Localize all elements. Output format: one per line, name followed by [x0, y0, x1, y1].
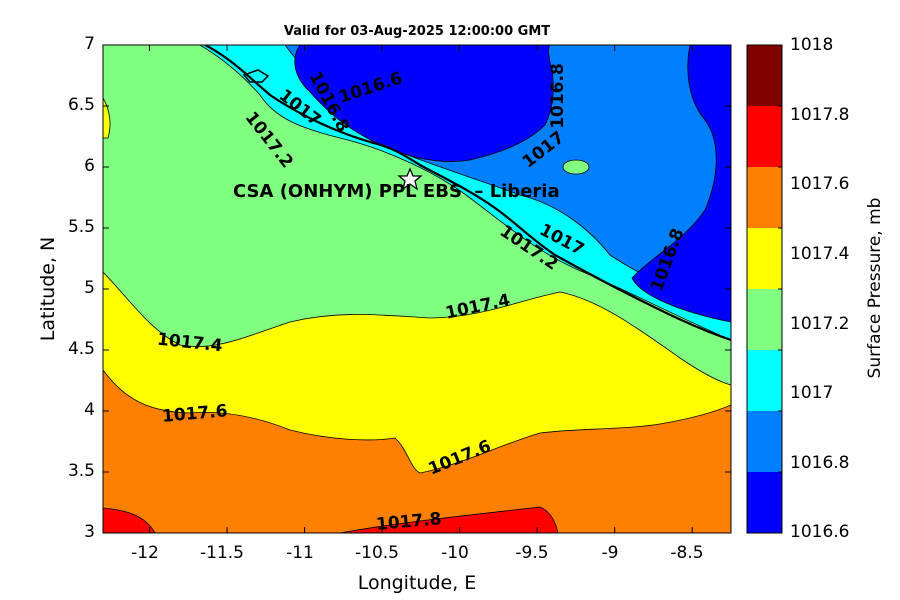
colorbar-tick-label: 1017	[790, 383, 834, 403]
band-1017-8-mid	[339, 506, 559, 533]
colorbar-tick-label: 1017.4	[790, 244, 850, 264]
colorbar-tick-label: 1016.6	[790, 522, 850, 542]
colorbar-swatch	[747, 45, 782, 106]
y-tick-label: 5	[84, 278, 95, 298]
x-tick-label: -11.5	[200, 543, 244, 563]
x-tick-label: -11	[286, 543, 314, 563]
band-1016-6-north	[294, 45, 554, 163]
y-tick-label: 6.5	[67, 95, 95, 115]
colorbar-swatch	[747, 350, 782, 411]
island-outline	[242, 69, 270, 83]
y-tick-label: 3.5	[67, 461, 95, 481]
y-tick-label: 7	[84, 34, 95, 54]
band-1017-8-left	[103, 507, 156, 533]
contour-label: 1016.8	[547, 63, 568, 129]
site-label: CSA (ONHYM) PPL EBS – Liberia	[233, 181, 560, 202]
colorbar-swatch	[747, 472, 782, 533]
axis-ticks	[103, 44, 731, 534]
filled-contours	[103, 45, 731, 533]
x-tick-label: -8.5	[670, 543, 704, 563]
x-axis-label: Longitude, E	[357, 572, 477, 594]
x-tick-label: -12	[131, 543, 159, 563]
colorbar-tick-label: 1017.6	[790, 174, 850, 194]
y-tick-label: 4.5	[67, 339, 95, 359]
colorbar-tick-label: 1016.8	[790, 453, 850, 473]
coastline	[204, 45, 731, 342]
band-1016-6-east	[631, 45, 731, 323]
colorbar-tick-label: 1017.8	[790, 105, 850, 125]
band-1017-6	[103, 369, 731, 533]
colorbar-swatch	[747, 411, 782, 472]
chart-title: Valid for 03-Aug-2025 12:00:00 GMT	[283, 24, 551, 39]
star-icon	[397, 167, 423, 191]
colorbar-tick-label: 1018	[790, 35, 834, 55]
band-1017-4-edge	[103, 97, 111, 139]
colorbar	[746, 44, 783, 534]
x-tick-label: -10.5	[355, 543, 399, 563]
colorbar-label: Surface Pressure, mb	[865, 197, 885, 379]
y-tick-label: 4	[84, 400, 95, 420]
colorbar-swatch	[747, 289, 782, 350]
band-1017-2-patch	[562, 159, 590, 175]
y-tick-label: 5.5	[67, 217, 95, 237]
x-tick-label: -9.5	[515, 543, 549, 563]
x-tick-label: -10	[441, 543, 469, 563]
colorbar-tick-label: 1017.2	[790, 314, 850, 334]
x-tick-label: -9	[601, 543, 619, 563]
y-axis-label: Latitude, N	[37, 236, 59, 342]
colorbar-swatch	[747, 228, 782, 289]
y-tick-label: 3	[84, 522, 95, 542]
colorbar-swatch	[747, 167, 782, 228]
colorbar-swatch	[747, 106, 782, 167]
y-tick-label: 6	[84, 156, 95, 176]
